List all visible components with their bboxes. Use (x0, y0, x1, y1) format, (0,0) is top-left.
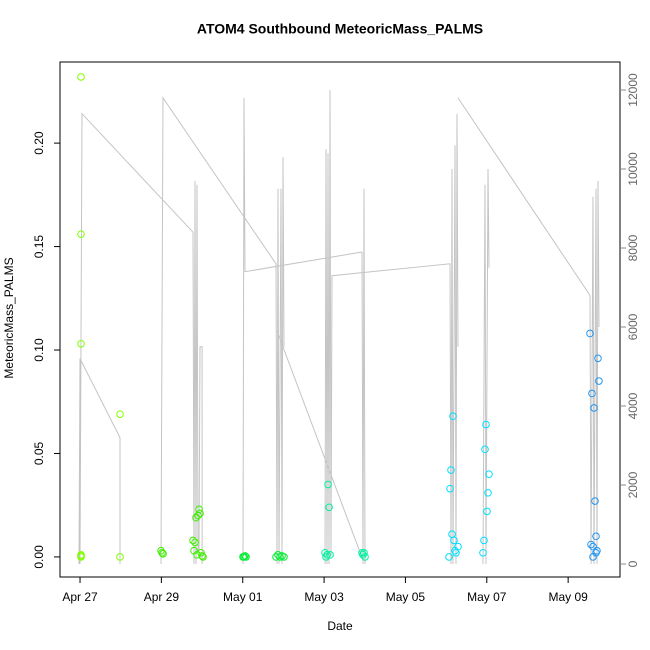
point (325, 503, 333, 512)
y2-tick-label: 0 (626, 560, 640, 567)
point (242, 553, 250, 561)
point (592, 548, 600, 557)
point (449, 412, 457, 421)
point (479, 548, 487, 557)
x-tick-label: May 07 (467, 590, 507, 604)
point (587, 540, 595, 549)
point (589, 542, 597, 551)
chart-title: ATOM4 Southbound MeteoricMass_PALMS (197, 21, 483, 37)
x-tick-label: May 09 (548, 590, 588, 604)
y-tick-label: 0.00 (32, 545, 46, 569)
plot-frame (59, 61, 621, 578)
point (77, 73, 85, 81)
y2-tick-label: 12000 (626, 73, 640, 107)
point (446, 484, 454, 493)
y2-tick-label: 8000 (626, 234, 640, 261)
point (321, 548, 329, 557)
point (485, 470, 493, 478)
point (595, 377, 603, 385)
point (77, 230, 85, 238)
point (450, 536, 458, 545)
point (483, 507, 491, 516)
point (592, 532, 600, 541)
point (199, 553, 207, 561)
point (192, 513, 200, 522)
point (280, 553, 288, 561)
point (241, 552, 249, 560)
point (326, 551, 334, 559)
point (481, 445, 489, 454)
point (77, 340, 85, 348)
point (323, 551, 331, 559)
point (240, 553, 248, 561)
y2-tick-label: 10000 (626, 152, 640, 186)
point (484, 488, 492, 497)
point (448, 530, 456, 538)
y-axis-label: MeteoricMass_PALMS (2, 257, 16, 378)
y-tick-label: 0.15 (32, 235, 46, 259)
point (480, 536, 488, 545)
point (445, 553, 453, 561)
x-axis-label: Date (327, 619, 353, 633)
x-tick-label: May 03 (304, 590, 344, 604)
point (159, 550, 167, 558)
point (482, 420, 490, 429)
point (586, 329, 594, 338)
point (116, 410, 124, 418)
point (198, 552, 206, 560)
altitude-line (78, 89, 600, 565)
point (324, 480, 332, 489)
point (361, 553, 369, 561)
y-tick-label: 0.20 (32, 131, 46, 155)
x-tick-label: May 05 (386, 590, 426, 604)
point (189, 536, 197, 545)
point (197, 548, 205, 557)
x-tick-label: Apr 29 (144, 590, 180, 604)
point (591, 497, 599, 505)
point (158, 548, 166, 557)
x-tick-label: May 01 (223, 590, 263, 604)
point (454, 542, 462, 551)
x-tick-label: Apr 27 (62, 590, 98, 604)
point (588, 389, 596, 398)
point (594, 354, 602, 363)
point (77, 553, 85, 561)
point (116, 553, 124, 561)
y-tick-label: 0.05 (32, 441, 46, 465)
point (447, 466, 455, 474)
point (360, 548, 368, 557)
point (196, 509, 204, 518)
point (590, 404, 598, 412)
y2-tick-label: 4000 (626, 392, 640, 419)
y2-tick-label: 6000 (626, 313, 640, 340)
point (191, 538, 199, 547)
y-tick-label: 0.10 (32, 338, 46, 362)
y2-tick-label: 2000 (626, 471, 640, 498)
point (195, 505, 203, 514)
